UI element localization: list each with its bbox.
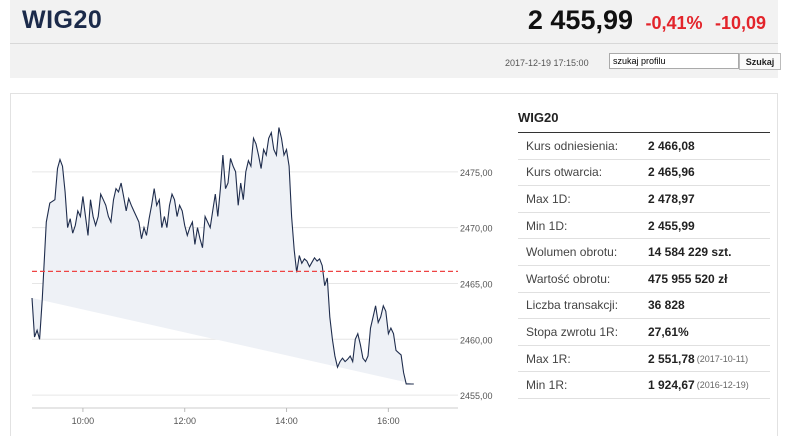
stats-value: 2 465,96: [648, 165, 695, 180]
stats-value: 2 478,97: [648, 191, 695, 206]
stats-value: 14 584 229 szt.: [648, 245, 732, 260]
change-percent: -0,41%: [645, 13, 703, 33]
stats-label: Kurs odniesienia:: [526, 138, 619, 153]
stats-row: Kurs odniesienia: 2 466,08: [518, 133, 770, 160]
stats-label: Kurs otwarcia:: [526, 165, 603, 180]
quote-summary: 2 455,99 -0,41% -10,09: [528, 5, 766, 36]
y-tick-label: 2460,00: [460, 335, 493, 345]
search-button[interactable]: Szukaj: [739, 53, 781, 70]
intraday-chart[interactable]: 2475,00 2470,00 2465,00 2460,00 2455,00 10:0…: [22, 106, 500, 436]
stats-label: Liczba transakcji:: [526, 298, 619, 313]
stats-value: 36 828: [648, 298, 685, 313]
stats-row: Min 1D: 2 455,99: [518, 213, 770, 240]
header-divider: [10, 43, 778, 44]
stats-value: 2 551,78: [648, 351, 695, 366]
stats-label: Min 1R:: [526, 378, 568, 393]
stats-label: Max 1R:: [526, 351, 571, 366]
stats-row: Max 1R: 2 551,78 (2017-10-11): [518, 346, 770, 373]
x-tick-label: 16:00: [377, 416, 400, 426]
change-absolute: -10,09: [714, 13, 766, 33]
stats-title: WIG20: [518, 110, 770, 133]
stats-label: Max 1D:: [526, 191, 571, 206]
stats-table: Kurs odniesienia: 2 466,08 Kurs otwarcia: 2…: [518, 133, 770, 399]
stats-value: 2 455,99: [648, 218, 695, 233]
stats-row: Wartość obrotu: 475 955 520 zł: [518, 266, 770, 293]
price-line: [31, 127, 414, 385]
stats-row: Stopa zwrotu 1R: 27,61%: [518, 319, 770, 346]
stats-row: Liczba transakcji: 36 828: [518, 293, 770, 320]
stats-value: 27,61%: [648, 324, 689, 339]
stats-note: (2016-12-19): [696, 380, 749, 391]
y-tick-label: 2465,00: [460, 279, 493, 289]
stats-label: Min 1D:: [526, 218, 568, 233]
x-tick-label: 12:00: [173, 416, 196, 426]
index-title: WIG20: [22, 6, 103, 34]
x-tick-label: 14:00: [275, 416, 298, 426]
stats-value: 2 466,08: [648, 138, 695, 153]
stats-row: Kurs otwarcia: 2 465,96: [518, 160, 770, 187]
stats-panel: WIG20 Kurs odniesienia: 2 466,08 Kurs otwa…: [518, 110, 770, 399]
current-price: 2 455,99: [527, 5, 633, 35]
y-tick-label: 2455,00: [460, 391, 493, 401]
stats-note: (2017-10-11): [696, 353, 749, 364]
stats-row: Max 1D: 2 478,97: [518, 186, 770, 213]
stats-label: Stopa zwrotu 1R:: [526, 324, 619, 339]
stats-label: Wartość obrotu:: [526, 271, 611, 286]
quote-header: WIG20 2 455,99 -0,41% -10,09 2017-12-19 …: [10, 0, 781, 78]
stats-value: 1 924,67: [648, 378, 695, 393]
profile-search-input[interactable]: [609, 53, 739, 69]
stats-row: Wolumen obrotu: 14 584 229 szt.: [518, 239, 770, 266]
x-tick-label: 10:00: [72, 416, 95, 426]
quote-timestamp: 2017-12-19 17:15:00: [505, 58, 589, 68]
stats-value: 475 955 520 zł: [648, 271, 728, 286]
price-area: [32, 127, 414, 384]
y-tick-label: 2475,00: [460, 168, 493, 178]
y-tick-label: 2470,00: [460, 224, 493, 234]
stats-label: Wolumen obrotu:: [526, 245, 618, 260]
stats-row: Min 1R: 1 924,67 (2016-12-19): [518, 372, 770, 399]
